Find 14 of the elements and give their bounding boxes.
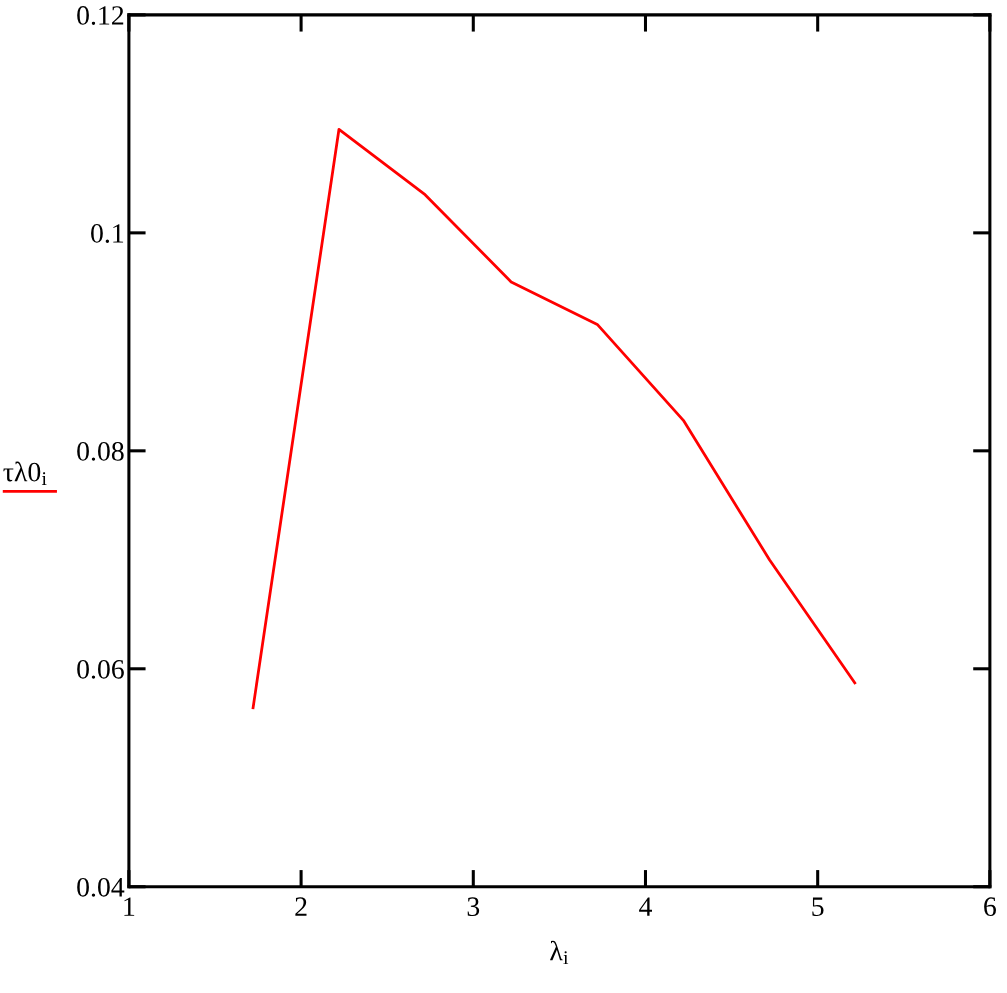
x-axis-title: λ$_{i}$ (550, 940, 569, 965)
x-tick-label: 2 (295, 897, 307, 916)
x-tick-label: 6 (984, 897, 996, 917)
x-tick-label: 3 (467, 897, 480, 917)
x-tick-label: 4 (639, 897, 652, 916)
y-tick-label: 0.1 (91, 224, 124, 243)
y-tick-label: 0.08 (77, 441, 124, 461)
y-tick-label: 0.04 (77, 877, 125, 897)
text: τλ0$_{i}$ (3, 461, 47, 485)
y-tick-label: 0.06 (77, 659, 124, 679)
line-series (251, 127, 857, 711)
x-tick-label: 1 (124, 897, 135, 916)
y-tick-label: 0.12 (77, 6, 124, 25)
x-tick-label: 5 (812, 897, 824, 917)
